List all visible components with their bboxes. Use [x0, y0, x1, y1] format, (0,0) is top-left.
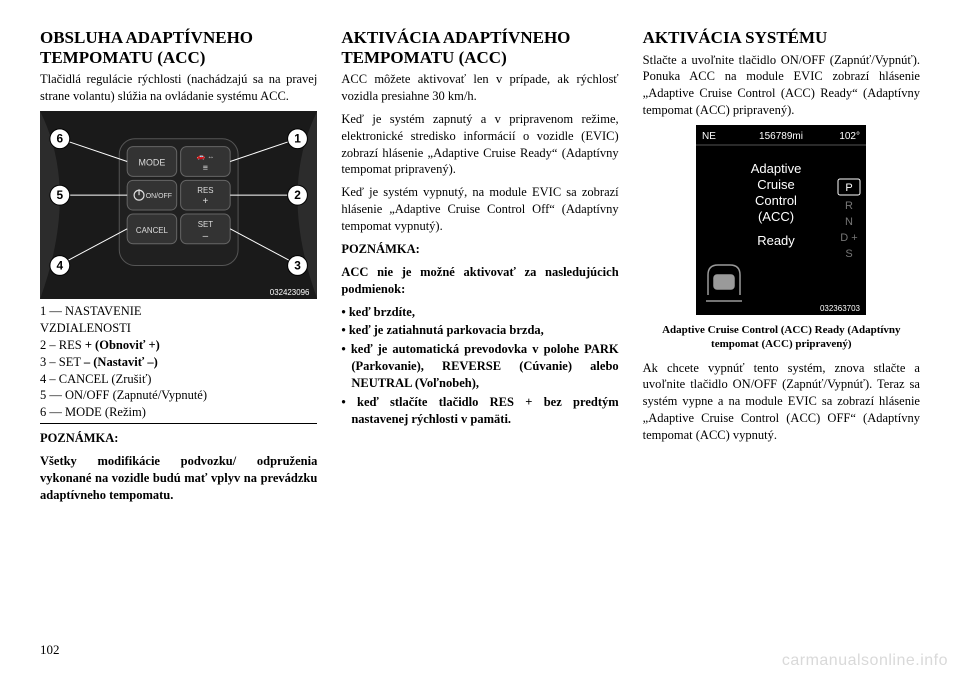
svg-text:2: 2: [294, 188, 301, 202]
svg-text:4: 4: [57, 258, 64, 272]
svg-text:–: –: [203, 231, 209, 242]
col2-heading: AKTIVÁCIA ADAPTÍVNEHO TEMPOMATU (ACC): [341, 28, 618, 67]
col1-heading: OBSLUHA ADAPTÍVNEHO TEMPOMATU (ACC): [40, 28, 317, 67]
svg-text:S: S: [846, 248, 853, 260]
steering-buttons-figure: MODE 🚗 ↔ ≡ ON/OFF RES + CANCEL SET –: [40, 111, 317, 299]
svg-text:ON/OFF: ON/OFF: [146, 193, 172, 200]
svg-text:(ACC): (ACC): [758, 209, 794, 224]
legend-5: 5 — ON/OFF (Zapnuté/Vypnuté): [40, 387, 317, 404]
svg-text:MODE: MODE: [139, 157, 166, 167]
cond-3: keď je automatická prevodovka v polohe P…: [341, 341, 618, 392]
col3-p2: Ak chcete vypnúť tento systém, znova stl…: [643, 360, 920, 444]
svg-text:1: 1: [294, 132, 301, 146]
svg-text:≡: ≡: [203, 162, 208, 172]
col2-p2: Keď je systém zapnutý a v pripravenom re…: [341, 111, 618, 179]
page: OBSLUHA ADAPTÍVNEHO TEMPOMATU (ACC) Tlač…: [0, 0, 960, 678]
cond-1: keď brzdíte,: [341, 304, 618, 321]
column-3: AKTIVÁCIA SYSTÉMU Stlačte a uvoľnite tla…: [643, 28, 920, 668]
svg-text:Adaptive: Adaptive: [751, 161, 802, 176]
col2-note-lead: ACC nie je možné aktivovať za nasledujúc…: [341, 264, 618, 298]
col2-p1: ACC môžete aktivovať len v prípade, ak r…: [341, 71, 618, 105]
evic-caption: Adaptive Cruise Control (ACC) Ready (Ada…: [643, 324, 920, 352]
evic-figure: NE 156789mi 102° Adaptive Cruise Control…: [696, 125, 866, 320]
figure-code: 032423096: [270, 288, 310, 297]
steering-buttons-svg: MODE 🚗 ↔ ≡ ON/OFF RES + CANCEL SET –: [40, 111, 317, 299]
svg-text:SET: SET: [198, 220, 214, 229]
svg-text:3: 3: [294, 258, 301, 272]
col3-p1: Stlačte a uvoľnite tlačidlo ON/OFF (Zapn…: [643, 52, 920, 120]
column-1: OBSLUHA ADAPTÍVNEHO TEMPOMATU (ACC) Tlač…: [40, 28, 317, 668]
column-2: AKTIVÁCIA ADAPTÍVNEHO TEMPOMATU (ACC) AC…: [341, 28, 618, 668]
legend-1a: 1 — NASTAVENIE: [40, 303, 317, 320]
legend-1b: VZDIALENOSTI: [40, 320, 317, 337]
col1-note-heading: POZNÁMKA:: [40, 430, 317, 447]
cond-4: keď stlačíte tlačidlo RES + bez predtým …: [341, 394, 618, 428]
svg-text:+: +: [203, 196, 209, 207]
svg-text:Control: Control: [755, 193, 797, 208]
watermark: carmanualsonline.info: [782, 652, 948, 670]
legend-4: 4 – CANCEL (Zrušiť): [40, 371, 317, 388]
svg-text:N: N: [845, 216, 853, 228]
legend-3: 3 – SET – (Nastaviť –): [40, 354, 317, 371]
svg-text:6: 6: [57, 132, 64, 146]
col2-note-heading: POZNÁMKA:: [341, 241, 618, 258]
svg-text:D +: D +: [841, 232, 858, 244]
buttons-legend: 1 — NASTAVENIE VZDIALENOSTI 2 – RES + (O…: [40, 303, 317, 424]
legend-2: 2 – RES + (Obnoviť +): [40, 337, 317, 354]
page-number: 102: [40, 642, 60, 658]
evic-temp: 102°: [840, 131, 861, 142]
col3-heading: AKTIVÁCIA SYSTÉMU: [643, 28, 920, 48]
evic-code: 032363703: [820, 304, 861, 313]
svg-text:5: 5: [57, 188, 64, 202]
col2-conditions-list: keď brzdíte, keď je zatiahnutá parkovaci…: [341, 304, 618, 428]
col1-note-body: Všetky modifikácie podvozku/ odpruženia …: [40, 453, 317, 504]
svg-text:Cruise: Cruise: [758, 177, 796, 192]
svg-text:🚗 ↔: 🚗 ↔: [197, 153, 214, 160]
evic-odo: 156789mi: [759, 131, 803, 142]
svg-text:RES: RES: [197, 186, 213, 195]
cond-2: keď je zatiahnutá parkovacia brzda,: [341, 322, 618, 339]
svg-text:CANCEL: CANCEL: [136, 226, 169, 235]
col2-p3: Keď je systém vypnutý, na module EVIC sa…: [341, 184, 618, 235]
svg-text:R: R: [845, 200, 853, 212]
legend-6: 6 — MODE (Režim): [40, 404, 317, 421]
col1-para-1: Tlačidlá regulácie rýchlosti (nachádzajú…: [40, 71, 317, 105]
evic-svg: NE 156789mi 102° Adaptive Cruise Control…: [696, 125, 866, 315]
svg-text:P: P: [846, 182, 853, 194]
evic-compass: NE: [702, 131, 716, 142]
svg-text:Ready: Ready: [758, 233, 796, 248]
